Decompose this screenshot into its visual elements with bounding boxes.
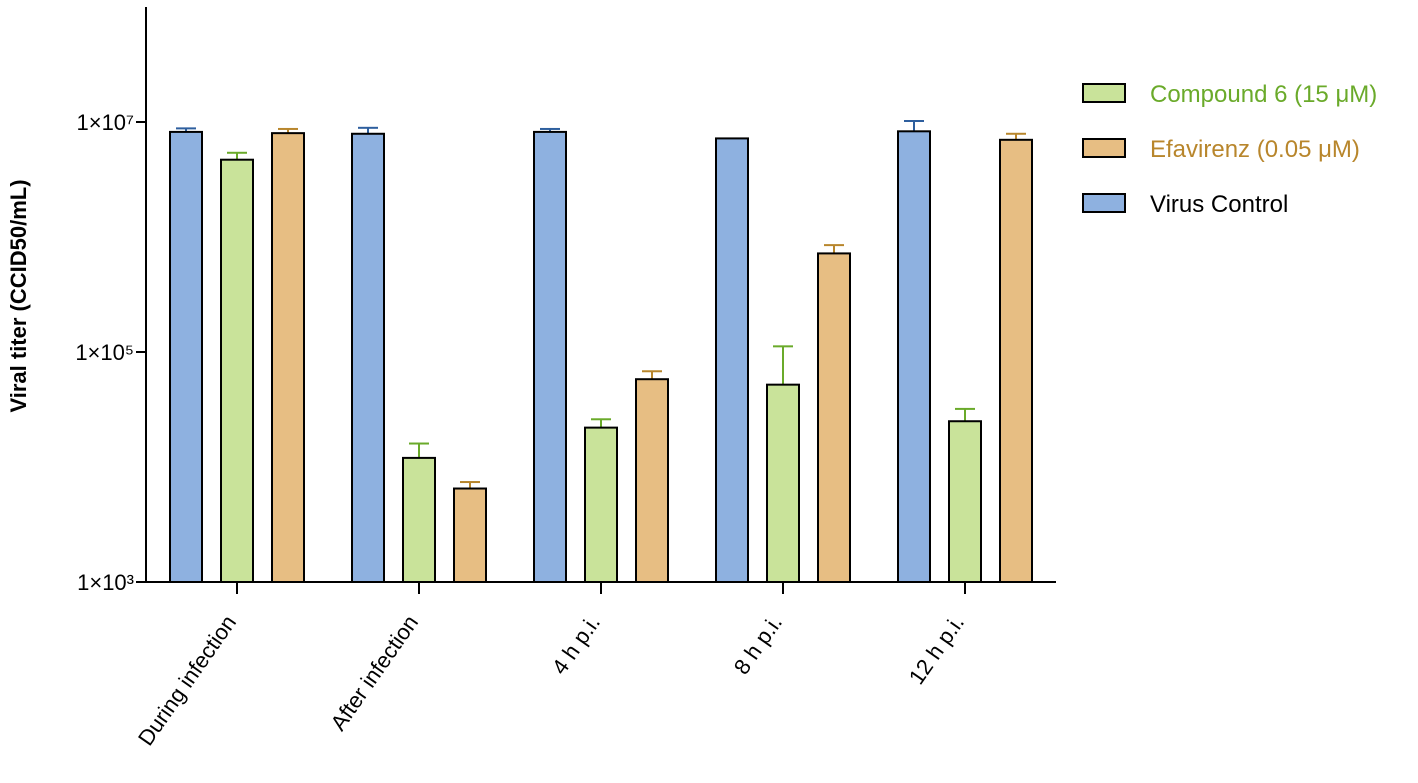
y-axis-label: Viral titer (CCID50/mL) <box>6 179 31 412</box>
x-tick-label: 8 h p.i. <box>729 611 787 679</box>
legend-swatch <box>1082 193 1126 213</box>
x-tick-label: After infection <box>325 611 423 736</box>
bar <box>271 132 305 583</box>
bar <box>402 456 436 584</box>
x-tick-label: During infection <box>133 611 241 751</box>
bars <box>169 120 1033 584</box>
bar <box>766 383 800 583</box>
y-tick-label: 1×10⁷ <box>76 110 134 135</box>
x-tick-label: 12 h p.i. <box>904 611 969 689</box>
bar <box>948 420 982 584</box>
y-tick-label: 1×10⁵ <box>75 340 134 365</box>
y-tick-label: 1×10³ <box>77 570 134 595</box>
bar <box>635 378 669 583</box>
bar <box>351 132 385 583</box>
bar <box>220 158 254 583</box>
x-tick-label: 4 h p.i. <box>547 611 605 679</box>
bar <box>715 137 749 583</box>
bar <box>453 487 487 583</box>
bar <box>584 426 618 583</box>
legend-label: Compound 6 (15 μM) <box>1150 81 1377 108</box>
legend-swatch <box>1082 138 1126 158</box>
bar <box>533 130 567 583</box>
legend: Compound 6 (15 μM) Efavirenz (0.05 μM) Vir… <box>1082 81 1377 218</box>
bar <box>897 130 931 583</box>
legend-label: Efavirenz (0.05 μM) <box>1150 136 1360 163</box>
bar <box>817 252 851 583</box>
bar <box>999 138 1033 583</box>
bar <box>169 130 203 583</box>
legend-label: Virus Control <box>1150 191 1288 218</box>
legend-swatch <box>1082 83 1126 103</box>
